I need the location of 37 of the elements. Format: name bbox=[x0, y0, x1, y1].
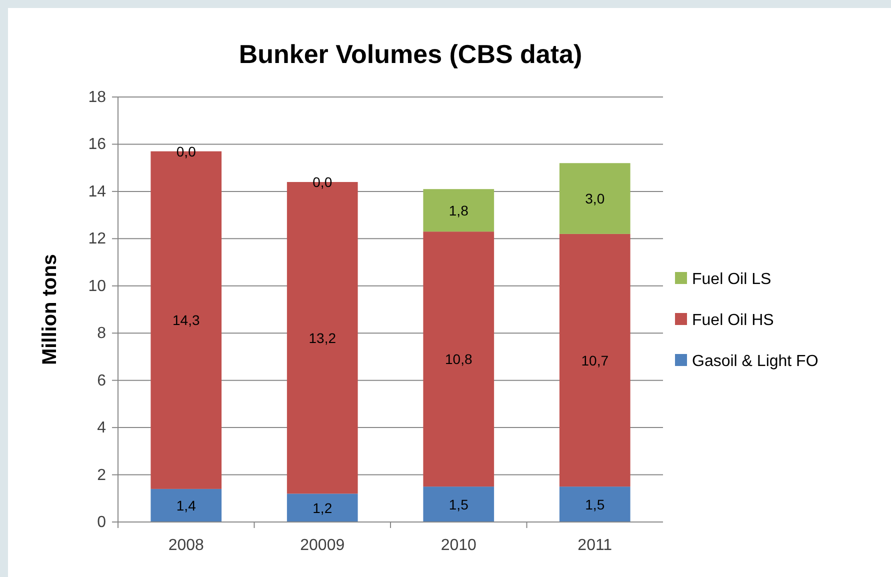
x-tick-label: 2011 bbox=[578, 537, 612, 554]
bar bbox=[286, 494, 358, 522]
data-label: 14,3 bbox=[172, 312, 200, 328]
data-label: 10,8 bbox=[445, 351, 472, 368]
legend-label: Fuel Oil HS bbox=[692, 312, 774, 329]
y-tick-label: 10 bbox=[88, 278, 106, 295]
bar bbox=[559, 163, 630, 234]
y-axis-title: Million tons bbox=[39, 254, 61, 366]
data-label: 1,8 bbox=[448, 202, 469, 218]
bar bbox=[150, 488, 222, 522]
bar bbox=[423, 486, 494, 522]
data-label: 1,2 bbox=[312, 500, 332, 516]
legend-label: Gasoil & Light FO bbox=[692, 353, 818, 370]
bar bbox=[559, 234, 630, 487]
x-tick-label: 2010 bbox=[440, 537, 477, 554]
data-label: 3,0 bbox=[585, 190, 605, 207]
data-label: 1,5 bbox=[448, 496, 469, 512]
y-tick-label: 18 bbox=[88, 89, 106, 106]
data-label: 10,7 bbox=[581, 352, 609, 368]
y-tick-label: 4 bbox=[97, 420, 106, 437]
y-tick-label: 8 bbox=[97, 325, 106, 342]
chart-title: Bunker Volumes (CBS data) bbox=[238, 39, 582, 69]
data-label: 1,5 bbox=[585, 496, 605, 512]
y-tick-label: 12 bbox=[88, 230, 106, 248]
y-tick-label: 0 bbox=[97, 514, 106, 531]
y-tick-label: 6 bbox=[97, 372, 106, 390]
bar bbox=[423, 232, 494, 487]
data-label: 13,2 bbox=[308, 330, 336, 346]
bar bbox=[423, 189, 494, 232]
y-tick-label: 16 bbox=[88, 136, 106, 154]
x-tick-label: 20009 bbox=[300, 537, 345, 554]
y-tick-label: 2 bbox=[97, 466, 106, 484]
data-label: 1,4 bbox=[176, 497, 196, 514]
bar bbox=[559, 486, 630, 522]
legend-label: Fuel Oil LS bbox=[692, 271, 772, 288]
x-tick-label: 2008 bbox=[168, 537, 204, 554]
y-tick-label: 14 bbox=[88, 183, 106, 200]
